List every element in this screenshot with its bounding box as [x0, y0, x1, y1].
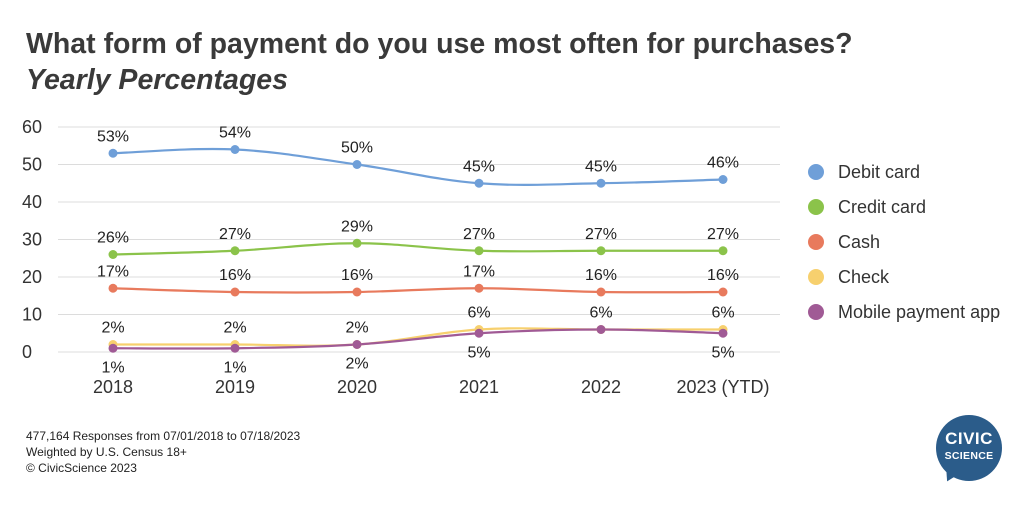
- y-tick-label: 10: [22, 305, 42, 325]
- data-point-credit-card: [230, 246, 240, 256]
- data-point-mobile-payment-app: [230, 343, 240, 353]
- data-label-cash: 17%: [97, 263, 129, 280]
- data-label-mobile-payment-app: 2%: [345, 356, 368, 373]
- chart-title: What form of payment do you use most oft…: [26, 28, 853, 60]
- data-point-mobile-payment-app: [474, 328, 484, 338]
- data-point-cash: [230, 287, 240, 297]
- series-line-mobile-payment-app: [112, 328, 724, 350]
- data-label-check: 2%: [345, 320, 368, 337]
- data-point-cash: [474, 283, 484, 293]
- footer-weighting: Weighted by U.S. Census 18+: [26, 445, 187, 459]
- legend-label: Check: [838, 267, 890, 287]
- series-line-cash: [112, 287, 724, 294]
- legend-item-debit-card: Debit card: [808, 160, 1008, 184]
- legend-label: Mobile payment app: [838, 302, 1001, 322]
- data-label-credit-card: 27%: [707, 226, 739, 243]
- data-label-cash: 16%: [219, 267, 251, 284]
- x-tick-label: 2023 (YTD): [676, 377, 769, 397]
- data-label-cash: 16%: [707, 267, 739, 284]
- legend-item-credit-card: Credit card: [808, 195, 1008, 219]
- data-label-credit-card: 26%: [97, 230, 129, 247]
- data-point-credit-card: [352, 238, 362, 248]
- logo-badge: CIVIC SCIENCE: [936, 415, 1002, 481]
- series-line-debit-card: [112, 147, 724, 186]
- data-point-debit-card: [596, 178, 606, 188]
- legend-marker: [808, 269, 824, 285]
- data-point-cash: [718, 287, 728, 297]
- data-point-debit-card: [474, 178, 484, 188]
- data-label-cash: 16%: [341, 267, 373, 284]
- x-tick-label: 2019: [215, 377, 255, 397]
- data-point-mobile-payment-app: [108, 343, 118, 353]
- legend-label: Cash: [838, 232, 881, 252]
- x-tick-label: 2021: [459, 377, 499, 397]
- footer-notes: 477,164 Responses from 07/01/2018 to 07/…: [26, 428, 300, 476]
- data-label-debit-card: 54%: [219, 125, 251, 142]
- data-point-debit-card: [108, 148, 118, 158]
- data-label-mobile-payment-app: 1%: [101, 359, 124, 376]
- data-label-debit-card: 53%: [97, 128, 129, 145]
- data-point-credit-card: [596, 246, 606, 256]
- legend-marker: [808, 199, 824, 215]
- data-label-mobile-payment-app: 5%: [711, 344, 734, 361]
- data-label-debit-card: 45%: [585, 158, 617, 175]
- y-tick-label: 60: [22, 117, 42, 137]
- y-tick-label: 50: [22, 155, 42, 175]
- legend-marker: [808, 304, 824, 320]
- data-label-credit-card: 27%: [463, 226, 495, 243]
- data-point-credit-card: [718, 246, 728, 256]
- logo-text-civic: CIVIC: [945, 429, 993, 448]
- legend-marker: [808, 234, 824, 250]
- data-point-mobile-payment-app: [352, 340, 362, 349]
- data-label-debit-card: 45%: [463, 158, 495, 175]
- series-line-credit-card: [112, 242, 723, 256]
- data-label-check: 6%: [711, 305, 734, 322]
- footer-responses: 477,164 Responses from 07/01/2018 to 07/…: [26, 429, 301, 443]
- x-tick-label: 2020: [337, 377, 377, 397]
- data-point-debit-card: [718, 175, 728, 184]
- data-label-check: 2%: [223, 320, 246, 337]
- legend-item-check: Check: [808, 265, 1008, 289]
- data-label-mobile-payment-app: 1%: [223, 359, 246, 376]
- legend-label: Credit card: [838, 197, 927, 217]
- legend-label: Debit card: [838, 162, 921, 182]
- footer-copyright: © CivicScience 2023: [26, 461, 137, 475]
- x-tick-label: 2022: [581, 377, 621, 397]
- y-tick-label: 20: [22, 267, 42, 287]
- data-label-cash: 16%: [585, 267, 617, 284]
- data-label-check: 6%: [589, 305, 612, 322]
- civicscience-logo: CIVIC SCIENCE: [936, 415, 1008, 487]
- data-label-credit-card: 27%: [219, 226, 251, 243]
- data-point-cash: [108, 283, 118, 293]
- data-point-debit-card: [230, 145, 240, 154]
- data-label-check: 2%: [101, 320, 124, 337]
- data-label-check: 6%: [467, 305, 490, 322]
- data-point-cash: [352, 287, 362, 297]
- y-tick-label: 40: [22, 192, 42, 212]
- legend-marker: [808, 164, 824, 180]
- data-label-debit-card: 46%: [707, 155, 739, 172]
- data-point-cash: [596, 287, 606, 297]
- data-point-credit-card: [474, 246, 484, 256]
- legend: Debit card Credit card Cash Check Mobile…: [808, 160, 1008, 335]
- data-label-cash: 17%: [463, 263, 495, 280]
- data-label-mobile-payment-app: 5%: [467, 344, 490, 361]
- data-point-debit-card: [352, 160, 362, 169]
- data-label-debit-card: 50%: [341, 140, 373, 157]
- data-point-mobile-payment-app: [718, 328, 728, 338]
- y-tick-label: 30: [22, 230, 42, 250]
- chart-subtitle: Yearly Percentages: [26, 64, 288, 96]
- data-label-credit-card: 27%: [585, 226, 617, 243]
- y-tick-label: 0: [22, 342, 32, 362]
- logo-text-science: SCIENCE: [944, 450, 994, 462]
- data-point-credit-card: [108, 250, 118, 259]
- legend-item-cash: Cash: [808, 230, 1008, 254]
- data-point-mobile-payment-app: [596, 325, 606, 334]
- legend-item-mobile-payment-app: Mobile payment app: [808, 300, 1008, 324]
- x-tick-label: 2018: [93, 377, 133, 397]
- data-label-credit-card: 29%: [341, 218, 373, 235]
